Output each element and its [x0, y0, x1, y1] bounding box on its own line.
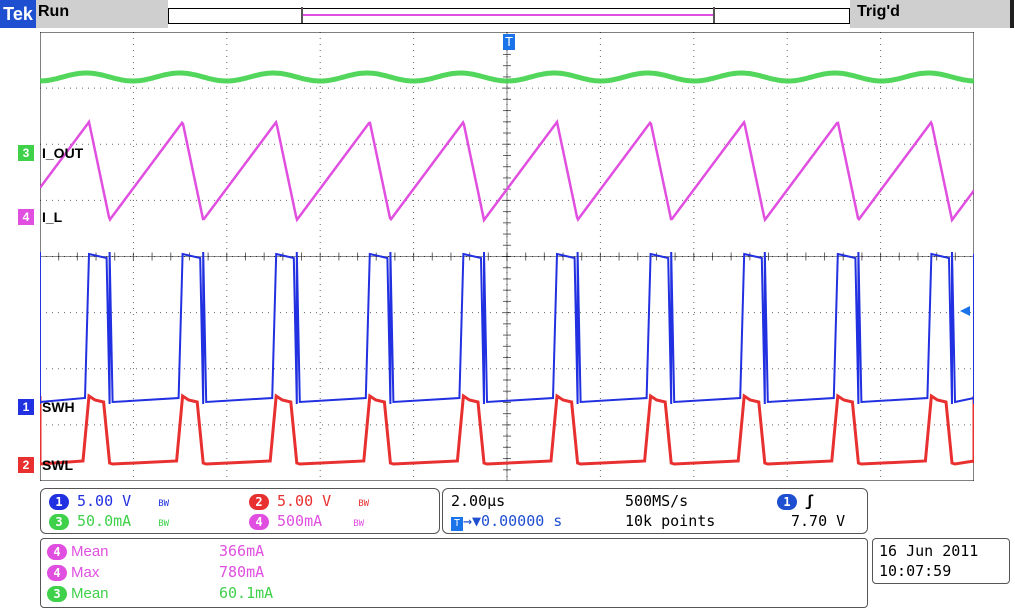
- record-window-indicator: [301, 14, 713, 16]
- measurement-value: 780mA: [219, 563, 265, 581]
- ch2-settings[interactable]: 2 5.00 V BW: [249, 492, 369, 510]
- channel-2-label: SWL: [42, 457, 74, 473]
- measurement-ch-badge: 4: [47, 544, 67, 560]
- arrow-right-icon: →: [463, 512, 473, 530]
- measurement-name: Mean: [71, 585, 109, 602]
- datetime-panel: 16 Jun 2011 10:07:59: [872, 538, 1010, 584]
- ch2-badge: 2: [249, 494, 269, 510]
- brand-logo: Tek: [0, 0, 36, 28]
- measurement-name: Max: [71, 564, 100, 581]
- trigger-position-marker[interactable]: T: [503, 34, 515, 50]
- waveform-display[interactable]: T: [40, 32, 974, 481]
- timebase[interactable]: 2.00µs: [451, 492, 506, 510]
- ch3-badge: 3: [49, 514, 69, 530]
- position-value: ▼0.00000 s: [472, 512, 563, 530]
- record-view-bar: [168, 7, 850, 24]
- record-window-left-bracket: [301, 7, 303, 23]
- measurements-panel[interactable]: 4 Mean 366mA 4 Max 780mA 3 Mean 60.1mA: [40, 538, 868, 608]
- measurement-name: Mean: [71, 543, 109, 560]
- measurement-row: 4 Mean 366mA: [47, 542, 264, 560]
- ch2-scale: 5.00 V: [277, 492, 332, 510]
- channel-3-waveform: [40, 70, 974, 84]
- horizontal-trigger-panel[interactable]: 2.00µs 500MS/s T →▼0.00000 s 10k points 1…: [442, 488, 868, 534]
- ch4-scale: 500mA: [277, 512, 323, 530]
- record-length: 10k points: [625, 512, 716, 530]
- channel-4-badge: 4: [18, 209, 34, 225]
- vertical-settings-panel[interactable]: 1 5.00 V BW 2 5.00 V BW 3 50.0mA BW 4 500mA …: [40, 488, 440, 534]
- ch4-bw-limit: BW: [353, 519, 365, 529]
- channel-3-badge: 3: [18, 145, 34, 161]
- ch1-scale: 5.00 V: [77, 492, 132, 510]
- channel-2-waveform: [40, 393, 974, 466]
- svg-text:T: T: [504, 35, 513, 49]
- measurement-row: 4 Max 780mA: [47, 563, 264, 581]
- status-bar-right: [850, 0, 1014, 28]
- acquisition-state: Run: [38, 3, 70, 20]
- channel-4-label: I_L: [42, 209, 63, 225]
- horizontal-position[interactable]: T →▼0.00000 s: [451, 512, 562, 531]
- measurement-ch-badge: 3: [47, 586, 67, 602]
- ch4-badge: 4: [249, 514, 269, 530]
- channel-4-waveform: [40, 118, 974, 223]
- channel-2-badge: 2: [18, 457, 34, 473]
- measurement-row: 3 Mean 60.1mA: [47, 584, 273, 602]
- ch3-scale: 50.0mA: [77, 512, 132, 530]
- ch1-badge: 1: [49, 494, 69, 510]
- measurement-ch-badge: 4: [47, 565, 67, 581]
- channel-1-label: SWH: [42, 399, 75, 415]
- ch4-settings[interactable]: 4 500mA BW: [249, 512, 364, 530]
- ch1-bw-limit: BW: [158, 499, 170, 509]
- channel-3-label: I_OUT: [42, 145, 84, 161]
- trigger-t-icon: T: [451, 517, 463, 531]
- record-window-right-bracket: [713, 7, 715, 23]
- ch3-bw-limit: BW: [158, 519, 170, 529]
- time: 10:07:59: [879, 562, 952, 580]
- trigger-status: Trig'd: [857, 3, 900, 20]
- ch1-settings[interactable]: 1 5.00 V BW: [49, 492, 169, 510]
- measurement-value: 60.1mA: [219, 584, 274, 602]
- rising-edge-icon: ʃ: [805, 492, 815, 510]
- date: 16 Jun 2011: [879, 542, 979, 560]
- ch3-settings[interactable]: 3 50.0mA BW: [49, 512, 169, 530]
- measurement-value: 366mA: [219, 542, 265, 560]
- trigger-level-arrow-icon[interactable]: [960, 306, 970, 316]
- ch2-bw-limit: BW: [358, 499, 370, 509]
- trigger-source-badge: 1: [777, 494, 797, 510]
- channel-1-badge: 1: [18, 399, 34, 415]
- channel-1-waveform: [40, 251, 974, 405]
- sample-rate: 500MS/s: [625, 492, 689, 510]
- trigger-level[interactable]: 7.70 V: [791, 512, 846, 530]
